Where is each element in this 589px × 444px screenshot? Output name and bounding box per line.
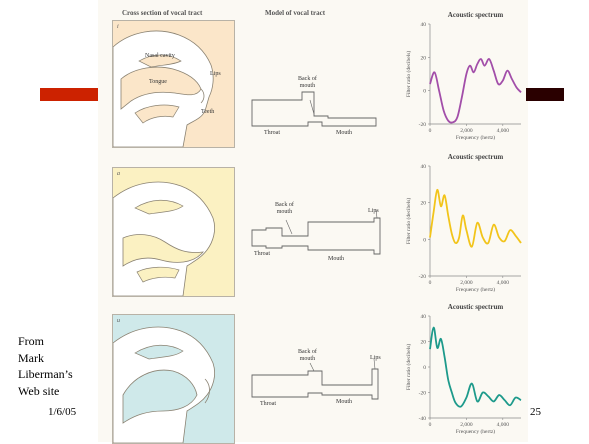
vowel-label-a: a: [117, 171, 120, 177]
spectrum-line: [429, 188, 522, 248]
spectrum-chart-u: Acoustic spectrum -40 -20 0 20 40 0 2,000 4,000 F…: [400, 300, 525, 442]
nasal-cavity-label: Nasal cavity: [145, 53, 175, 59]
y-tick-label: 0: [423, 89, 426, 95]
lips-label: Lips: [370, 355, 381, 361]
mouth-label: Mouth: [336, 399, 353, 405]
teeth-label: Teeth: [201, 109, 215, 115]
spectrum-line: [429, 326, 522, 408]
y-tick-label: 20: [421, 340, 427, 346]
slide-date: 1/6/05: [48, 406, 77, 418]
throat-label: Throat: [260, 401, 276, 407]
spectrum-chart-i: Acoustic spectrum -20 0 20 40 0 2,000 4,000 Freq…: [400, 8, 525, 148]
spectrum-title: Acoustic spectrum: [448, 303, 504, 311]
back-of-mouth-label: Back of mouth: [298, 349, 317, 362]
y-tick-label: 40: [421, 314, 427, 320]
y-tick-label: 40: [421, 22, 427, 28]
x-axis-label: Frequency (hertz): [456, 428, 495, 435]
mouth-label: Mouth: [336, 130, 353, 136]
cross-section-i: i Nasal cavity Tongue Lips Teeth: [112, 20, 235, 148]
vowel-label-u: u: [117, 318, 120, 324]
y-tick-label: 0: [423, 237, 426, 243]
x-tick-label: 2,000: [460, 128, 473, 134]
x-tick-label: 2,000: [460, 280, 473, 286]
slide-page-number: 25: [530, 406, 541, 418]
x-axis-label: Frequency (hertz): [456, 134, 495, 141]
x-tick-label: 4,000: [497, 280, 510, 286]
spectrum-line: [429, 58, 522, 124]
y-tick-label: -20: [419, 274, 427, 280]
y-tick-label: 20: [421, 201, 427, 207]
y-tick-label: -20: [419, 391, 427, 397]
y-axis-label: Filter ratio (decibels): [405, 51, 412, 98]
x-tick-label: 2,000: [460, 422, 473, 428]
y-tick-label: -20: [419, 122, 427, 128]
tract-model-i: Back of mouth Throat Mouth: [238, 76, 396, 146]
attribution-text: From Mark Liberman’s Web site: [18, 333, 73, 399]
y-tick-label: 40: [421, 164, 427, 170]
back-of-mouth-label: Back of mouth: [298, 76, 317, 89]
cross-section-a: a: [112, 167, 235, 297]
throat-label: Throat: [254, 251, 270, 257]
x-tick-label: 0: [429, 422, 432, 428]
tract-model-u: Back of mouth Lips Throat Mouth: [238, 345, 396, 415]
mouth-label: Mouth: [328, 256, 345, 262]
lips-label: Lips: [210, 71, 221, 77]
y-tick-label: 20: [421, 55, 427, 61]
throat-label: Throat: [264, 130, 280, 136]
right-decor-bar: [526, 88, 564, 101]
spectrum-title: Acoustic spectrum: [448, 11, 504, 19]
attribution-line: Liberman’s: [18, 367, 73, 381]
cross-section-column-title: Cross section of vocal tract: [122, 9, 203, 17]
vowel-label-i: i: [117, 24, 119, 30]
y-axis-label: Filter ratio (decibels): [405, 198, 412, 245]
x-tick-label: 4,000: [497, 128, 510, 134]
x-axis-label: Frequency (hertz): [456, 286, 495, 293]
y-tick-label: 0: [423, 365, 426, 371]
x-tick-label: 0: [429, 280, 432, 286]
tongue-label: Tongue: [149, 79, 167, 85]
attribution-line: Mark: [18, 350, 44, 365]
tract-model-a: Back of mouth Lips Throat Mouth: [238, 200, 396, 270]
attribution-line: From: [18, 334, 45, 348]
y-axis-label: Filter ratio (decibels): [405, 344, 412, 391]
back-of-mouth-label: Back of mouth: [275, 202, 294, 215]
attribution-line: Web site: [18, 383, 60, 398]
spectrum-chart-a: Acoustic spectrum -20 0 20 40 0 2,000 4,000 Freq…: [400, 150, 525, 300]
cross-section-u: u: [112, 314, 235, 444]
left-decor-bar: [40, 88, 98, 101]
x-tick-label: 0: [429, 128, 432, 134]
lips-label: Lips: [368, 208, 379, 214]
model-column-title: Model of vocal tract: [265, 9, 326, 17]
spectrum-title: Acoustic spectrum: [448, 153, 504, 161]
x-tick-label: 4,000: [497, 422, 510, 428]
y-tick-label: -40: [419, 416, 427, 422]
